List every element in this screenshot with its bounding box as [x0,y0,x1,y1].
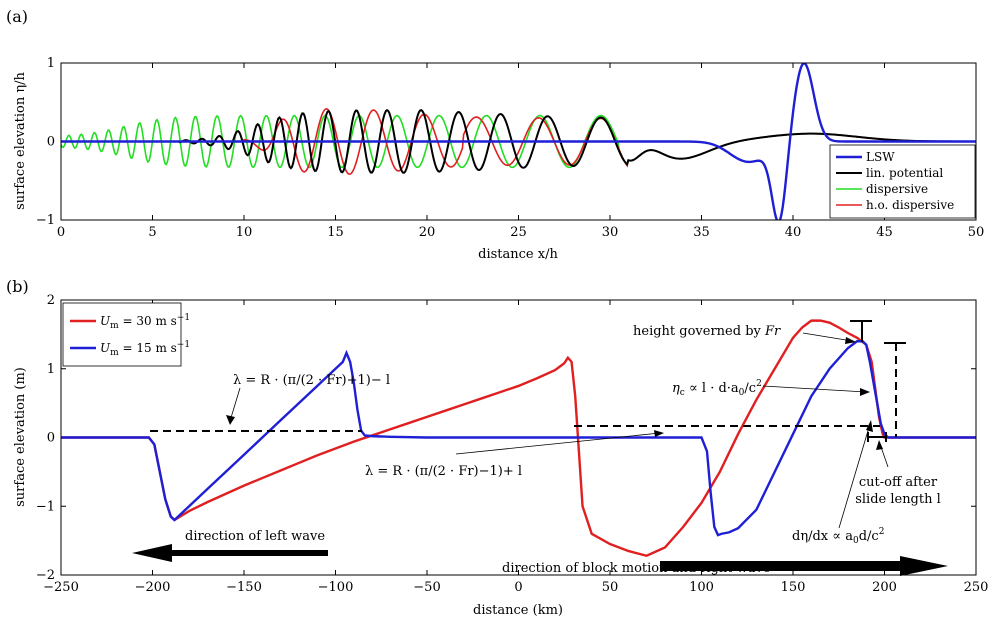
legend-a-lin-potential: lin. potential [866,166,943,180]
panel-b-ytick-label: 1 [47,362,55,377]
panel-b-xtick-label: −150 [226,580,262,595]
panel-b-xtick-label: 200 [872,580,897,595]
panel-b-xtick-label: 150 [781,580,806,595]
annot-eta-c: ηc ∝ l · d·a0/c2 [672,379,762,398]
panel-b-arrowheads [132,337,948,576]
panel-a-ytick-label: 1 [47,56,55,71]
panel-b-ylabel: surface elevation (m) [13,367,28,507]
panel-a-xtick-label: 15 [327,225,344,240]
panel-b-xtick-label: −50 [413,580,440,595]
panel-a-ytick-label: −1 [36,213,55,228]
annot-cutoff-1: cut-off after [859,475,938,490]
panel-a-xtick-label: 35 [693,225,710,240]
panel-b-label: (b) [6,277,29,296]
panel-b-xtick-label: 50 [602,580,619,595]
panel-b-ytick-label: 2 [47,293,55,308]
panel-b-xtick-label: −200 [135,580,171,595]
panel-b-legend: Um = 30 m s−1 Um = 15 m s−1 [62,302,190,367]
panel-a-xtick-label: 20 [419,225,436,240]
left-wave-arrow [132,544,328,562]
legend-a-lsw: LSW [866,150,895,164]
right-wave-arrow [660,556,948,576]
panel-b-xtick-label: 0 [514,580,522,595]
panel-a-frame [60,62,977,221]
panel-a-xtick-label: 45 [876,225,893,240]
panel-a-xtick-label: 50 [968,225,985,240]
panel-a-series-lsw [61,63,976,220]
legend-a-dispersive: dispersive [866,182,928,196]
panel-b-series-30 [61,319,976,558]
annot-right-wave: direction of block motion and right wave [502,561,771,576]
panel-a-ytick-label: 0 [47,135,55,150]
panel-b-series-15 [61,340,976,537]
legend-b-30: Um = 30 m s−1 [100,313,190,331]
annot-height-governed: height governed by Fr [633,324,781,339]
legend-a-ho-dispersive: h.o. dispersive [866,198,954,212]
panel-a-xlabel: distance x/h [478,247,558,262]
panel-a-xtick-label: 0 [57,225,65,240]
panel-b-ytick-label: 0 [47,431,55,446]
panel-a-xtick-label: 40 [785,225,802,240]
panel-b-xtick-label: 100 [689,580,714,595]
panel-a-xtick-label: 5 [148,225,156,240]
panel-b-ytick-label: −2 [36,568,55,583]
panel-a-ylabel: surface elevation η/h [13,71,28,209]
panel-b-xtick-label: −100 [318,580,354,595]
annot-slope: dη/dx ∝ a0d/c2 [792,527,884,546]
panel-b-xlabel: distance (km) [473,603,563,618]
panel-b-ticks: −250 −200 −150 −100 −50 0 50 100 150 200 250 −2 −1 0 1… [36,293,989,595]
annot-cutoff-2: slide length l [855,492,941,507]
panel-b-annotation-text: λ = R · (π/(2 · Fr)+1)− l λ = R · (π/(2 … [185,324,941,576]
panel-b-xtick-label: 250 [964,580,989,595]
legend-b-15: Um = 15 m s−1 [100,340,190,358]
panel-b-ytick-label: −1 [36,499,55,514]
panel-a-xtick-label: 30 [602,225,619,240]
panel-a-legend: LSW lin. potential dispersive h.o. dispe… [829,144,976,219]
panel-a-series-lin-potential [61,108,976,174]
panel-a-xtick-label: 10 [236,225,253,240]
panel-a-ticks: 0 5 10 15 20 25 30 35 40 45 50−101 [36,56,984,240]
annot-lambda-left: λ = R · (π/(2 · Fr)+1)− l [233,373,390,388]
annot-left-wave: direction of left wave [185,529,325,544]
panel-b-frame [60,299,977,576]
panel-a-label: (a) [6,7,28,26]
panel-b-xtick-label: −250 [43,580,79,595]
panel-b-annotations [150,320,906,529]
panel-a-xtick-label: 25 [510,225,527,240]
annot-lambda-right: λ = R · (π/(2 · Fr)−1)+ l [365,464,522,479]
